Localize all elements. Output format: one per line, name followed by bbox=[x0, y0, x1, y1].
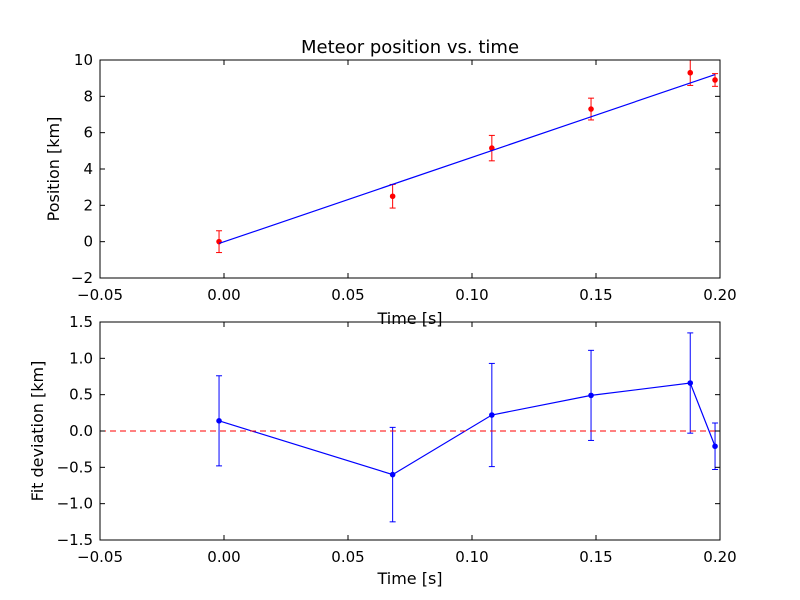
position-chart-ytick-label: 10 bbox=[74, 51, 93, 69]
deviation-chart-ytick-label: 0.5 bbox=[69, 386, 93, 404]
position-chart: Meteor position vs. time −0.05 0.00 0.05 0.… bbox=[44, 37, 737, 328]
deviation-chart-ylabel: Fit deviation [km] bbox=[28, 361, 47, 502]
position-chart-marks bbox=[216, 59, 719, 254]
position-chart-data-point bbox=[588, 106, 594, 112]
position-chart-xtick-label: 0.00 bbox=[207, 286, 240, 304]
deviation-chart-ytick-label: −0.5 bbox=[57, 458, 93, 476]
deviation-chart-xtick-label: 0.20 bbox=[703, 548, 736, 566]
deviation-chart-xtick-label: 0.15 bbox=[579, 548, 612, 566]
deviation-chart-ticks: −0.05 0.00 0.05 0.10 0.15 0.20 −1.5 −1.0 −0.5 0.0… bbox=[57, 313, 737, 566]
position-chart-ytick-label: 2 bbox=[83, 196, 93, 214]
position-chart-ytick-label: −2 bbox=[71, 269, 93, 287]
deviation-chart-data-point bbox=[712, 443, 718, 450]
deviation-chart-xtick-label: −0.05 bbox=[77, 548, 123, 566]
position-chart-xtick-label: 0.20 bbox=[703, 286, 736, 304]
position-chart-xlabel: Time [s] bbox=[376, 309, 442, 328]
deviation-chart-data-point bbox=[687, 380, 694, 386]
position-chart-ytick-label: 0 bbox=[83, 233, 93, 251]
deviation-chart-ytick-label: 1.5 bbox=[69, 313, 93, 331]
deviation-chart-data-point bbox=[389, 471, 396, 478]
position-chart-ylabel: Position [km] bbox=[44, 117, 63, 222]
deviation-chart-data-point bbox=[216, 418, 222, 424]
position-chart-xtick-label: 0.05 bbox=[331, 286, 364, 304]
position-chart-ticks: −0.05 0.00 0.05 0.10 0.15 0.20 −2 0 2 4 6 8 10 bbox=[71, 51, 737, 304]
position-chart-fit-line bbox=[218, 73, 716, 245]
position-chart-xtick-label: 0.10 bbox=[455, 286, 488, 304]
position-chart-title: Meteor position vs. time bbox=[301, 37, 519, 58]
position-chart-xtick-label: −0.05 bbox=[77, 286, 123, 304]
deviation-chart-ytick-label: −1.5 bbox=[57, 531, 93, 549]
deviation-chart-ytick-label: 0.0 bbox=[69, 422, 93, 440]
position-chart-ytick-label: 6 bbox=[83, 124, 93, 142]
position-chart-data-point bbox=[687, 69, 694, 76]
position-chart-ytick-label: 8 bbox=[83, 87, 93, 105]
deviation-chart-data-point bbox=[588, 392, 594, 399]
deviation-chart-series-line bbox=[218, 382, 716, 476]
deviation-chart-data-point bbox=[489, 412, 495, 418]
deviation-chart-xtick-label: 0.05 bbox=[331, 548, 364, 566]
position-chart-xtick-label: 0.15 bbox=[579, 286, 612, 304]
deviation-chart: −0.05 0.00 0.05 0.10 0.15 0.20 −1.5 −1.0 −0.5 0.0… bbox=[28, 313, 737, 588]
deviation-chart-ytick-label: −1.0 bbox=[57, 495, 93, 513]
position-chart-data-point bbox=[712, 77, 718, 83]
deviation-chart-ytick-label: 1.0 bbox=[69, 349, 93, 367]
position-chart-data-point bbox=[389, 193, 396, 200]
position-chart-ytick-label: 4 bbox=[83, 160, 93, 178]
deviation-chart-xtick-label: 0.00 bbox=[207, 548, 240, 566]
deviation-chart-xtick-label: 0.10 bbox=[455, 548, 488, 566]
deviation-chart-xlabel: Time [s] bbox=[376, 569, 442, 588]
